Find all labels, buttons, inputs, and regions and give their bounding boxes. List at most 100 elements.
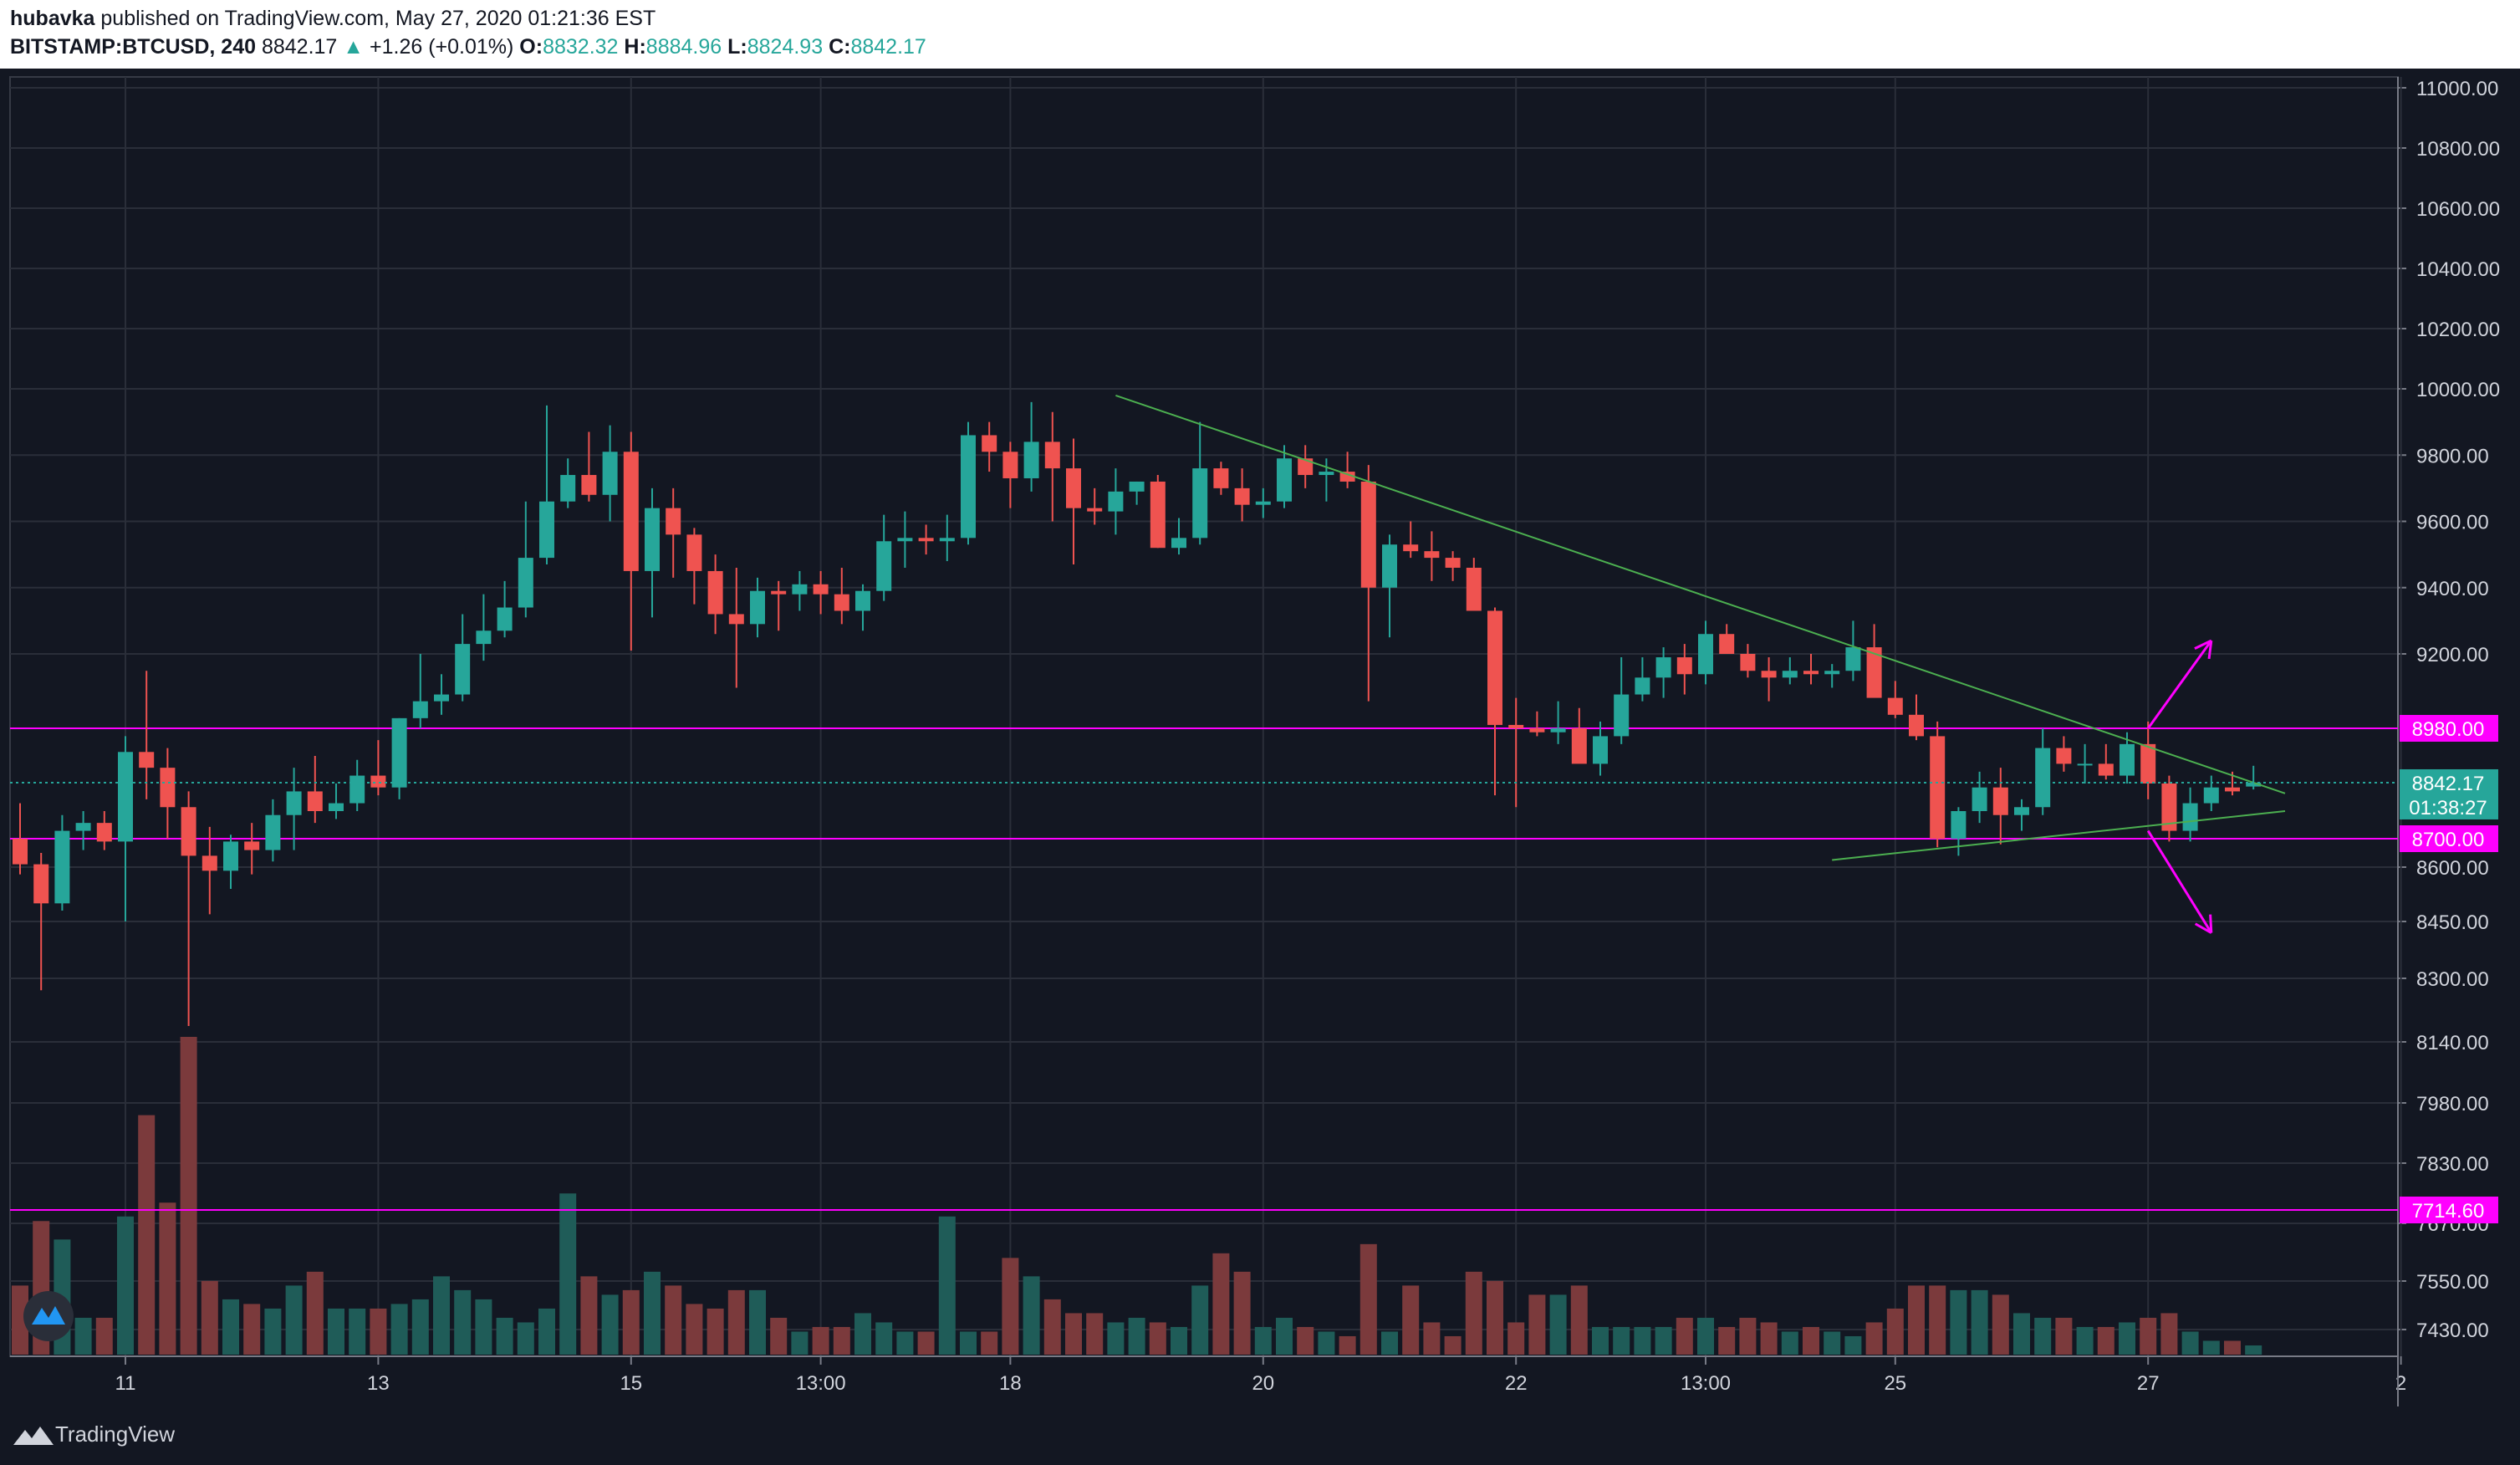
candle — [1382, 534, 1397, 638]
candle-body — [897, 538, 913, 542]
candle-body — [539, 501, 554, 559]
candle — [244, 823, 260, 875]
volume-bar — [1781, 1331, 1798, 1355]
volume-bar — [1107, 1322, 1125, 1355]
tradingview-brand[interactable]: TradingView — [55, 1422, 176, 1447]
volume-bar — [201, 1280, 218, 1355]
volume-bar — [349, 1308, 366, 1355]
candle — [1298, 445, 1314, 488]
author-name[interactable]: hubavka — [10, 7, 95, 30]
candle — [118, 736, 133, 921]
candle-body — [728, 614, 744, 625]
candle — [2161, 775, 2177, 842]
candle — [265, 799, 281, 862]
candle-body — [139, 752, 155, 768]
ascending-support-trendline — [1832, 810, 2286, 861]
candle-body — [750, 590, 765, 625]
volume-bar — [1086, 1313, 1104, 1355]
open-label: O: — [519, 35, 543, 59]
y-tick-label: 7830.00 — [2416, 1153, 2489, 1176]
x-tick-label: 13 — [367, 1372, 390, 1395]
candle-body — [1023, 442, 1039, 478]
candle-body — [855, 590, 870, 611]
bar-countdown-label: 01:38:27 — [2409, 797, 2487, 819]
tradingview-logo-icon[interactable] — [12, 1423, 55, 1448]
candle — [1909, 694, 1924, 741]
volume-bar — [1465, 1271, 1482, 1355]
volume-bar — [622, 1289, 640, 1355]
candle-body — [1593, 736, 1608, 764]
candle — [1593, 721, 1608, 776]
volume-bar — [854, 1313, 871, 1355]
volume-bar — [2140, 1317, 2157, 1355]
volume-bar — [475, 1299, 492, 1355]
price-change: +1.26 (+0.01%) — [370, 35, 514, 59]
volume-bar — [580, 1276, 598, 1355]
candle — [1424, 531, 1440, 581]
candle — [1824, 664, 1840, 688]
volume-bar — [1444, 1335, 1461, 1355]
volume-bar — [370, 1308, 387, 1355]
candle-body — [918, 538, 934, 542]
candle — [2035, 728, 2051, 815]
close-label: C: — [829, 35, 851, 59]
volume-bar — [601, 1294, 619, 1355]
volume-bar — [2055, 1317, 2073, 1355]
candle — [792, 570, 808, 611]
level-price-tag — [2400, 1197, 2498, 1223]
last-price: 8842.17 — [261, 35, 338, 59]
candle — [645, 487, 660, 618]
candle — [455, 614, 471, 702]
candle-body — [2203, 787, 2219, 804]
volume-bar — [1339, 1335, 1356, 1355]
volume-bar — [1065, 1313, 1082, 1355]
y-tick-label: 9400.00 — [2416, 578, 2489, 600]
level-price-label: 7714.60 — [2412, 1200, 2485, 1223]
candle — [1761, 657, 1777, 702]
candle-body — [1445, 558, 1461, 568]
candle-body — [33, 864, 49, 904]
candle-body — [286, 791, 302, 815]
candle-body — [771, 590, 787, 595]
candle-body — [1382, 544, 1397, 588]
candle-body — [497, 607, 513, 631]
volume-bar — [1992, 1294, 2009, 1355]
volume-bar — [180, 1037, 197, 1355]
volume-bar — [1318, 1331, 1335, 1355]
candle — [876, 514, 892, 601]
volume-bar — [517, 1322, 534, 1355]
volume-bar — [1297, 1326, 1314, 1355]
candle — [1866, 624, 1882, 698]
candle-body — [1698, 634, 1713, 675]
volume-bar — [95, 1317, 113, 1355]
candle-body — [1866, 647, 1882, 698]
candle — [813, 570, 829, 615]
volume-bar — [1739, 1317, 1757, 1355]
candle-body — [1972, 787, 1987, 811]
candle-body — [1529, 728, 1545, 732]
candle-body — [686, 534, 702, 571]
x-tick-label: 13:00 — [1681, 1372, 1731, 1395]
candle — [1466, 558, 1482, 611]
volume-bar — [1570, 1285, 1588, 1355]
volume-bar — [644, 1271, 661, 1355]
candle — [1339, 452, 1355, 488]
candle — [855, 584, 870, 631]
candle — [666, 487, 681, 578]
arrow-head — [2194, 922, 2212, 934]
candle — [1550, 701, 1566, 744]
candle-body — [1571, 728, 1587, 764]
candle-body — [2035, 748, 2051, 808]
candle-body — [602, 452, 618, 495]
y-tick-label: 9200.00 — [2416, 644, 2489, 666]
candlestick-chart[interactable]: 11000.00 10800.00 10600.00 10400.00 10200.00… — [0, 69, 2520, 1406]
x-tick-label: 13:00 — [796, 1372, 846, 1395]
candle — [518, 501, 533, 618]
volume-bar — [1128, 1317, 1145, 1355]
volume-bar — [1254, 1326, 1272, 1355]
candle — [2120, 732, 2135, 784]
candle — [623, 431, 639, 651]
candle — [2077, 743, 2093, 784]
candle-body — [1192, 468, 1208, 539]
volume-bar — [1191, 1285, 1209, 1355]
